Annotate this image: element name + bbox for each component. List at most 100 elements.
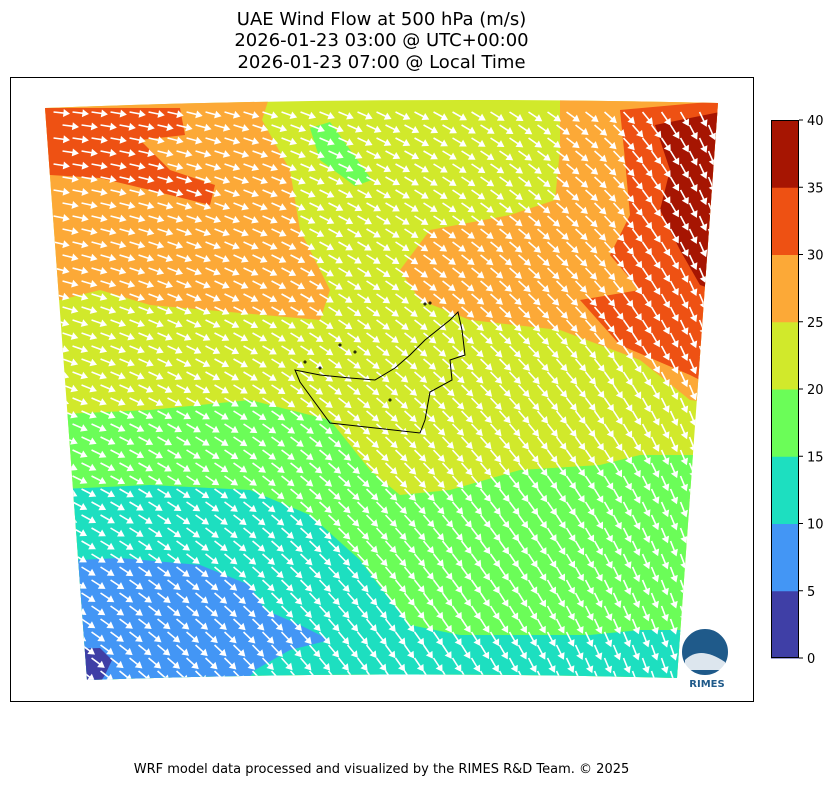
wind-arrow [347, 150, 363, 159]
wind-arrow [299, 579, 313, 592]
wind-arrow [271, 202, 287, 211]
wind-arrow [356, 579, 369, 593]
wind-arrow [91, 579, 106, 589]
wind-arrow [470, 423, 483, 437]
wind-arrow [81, 618, 96, 629]
wind-arrow [366, 332, 380, 343]
wind-arrow [414, 241, 429, 252]
wind-arrow [565, 605, 575, 621]
wind-arrow [413, 527, 426, 541]
wind-arrow [262, 137, 279, 146]
wind-arrow [205, 136, 222, 145]
wind-arrow [451, 657, 462, 673]
wind-arrow [460, 644, 471, 660]
wind-arrow [91, 553, 106, 563]
wind-arrow [299, 553, 313, 566]
wind-arrow [688, 254, 698, 270]
wind-arrow [280, 605, 294, 618]
wind-arrow [356, 553, 369, 567]
wind-arrow [394, 579, 407, 593]
wind-arrow [110, 135, 127, 144]
wind-arrow [546, 605, 556, 621]
wind-arrow [195, 566, 209, 578]
wind-arrow [593, 488, 604, 504]
wind-arrow [527, 501, 539, 516]
wind-arrow [138, 384, 154, 393]
wind-arrow [603, 631, 613, 648]
wind-arrow [471, 215, 485, 226]
wind-arrow [167, 162, 184, 171]
wind-arrow [679, 111, 689, 127]
wind-arrow [243, 449, 258, 460]
wind-arrow [603, 527, 613, 543]
wind-arrow [224, 579, 238, 591]
wind-arrow [422, 566, 434, 580]
wind-arrow [565, 345, 578, 359]
wind-arrow [452, 137, 467, 147]
wind-arrow [574, 566, 584, 582]
wind-arrow [243, 215, 259, 224]
wind-arrow [271, 332, 286, 342]
wind-arrow [328, 332, 343, 343]
wind-arrow [575, 176, 589, 188]
wind-arrow [498, 436, 511, 450]
wind-arrow [138, 644, 152, 656]
wind-arrow [451, 605, 462, 620]
wind-arrow [129, 345, 145, 354]
wind-arrow [72, 397, 88, 406]
wind-arrow [432, 579, 444, 594]
colorbar-tick-label: 15 [807, 450, 824, 465]
wind-arrow [72, 345, 89, 354]
wind-arrow [62, 122, 79, 131]
wind-arrow [214, 306, 230, 315]
wind-arrow [385, 228, 400, 238]
wind-arrow [186, 371, 202, 381]
wind-arrow [62, 514, 78, 524]
wind-arrow [536, 436, 548, 450]
wind-arrow [698, 527, 707, 544]
wind-arrow [271, 410, 286, 421]
wind-arrow [129, 605, 143, 616]
wind-arrow [233, 306, 249, 316]
wind-arrow [622, 449, 632, 465]
wind-arrow [546, 501, 557, 516]
wind-arrow [186, 241, 203, 250]
wind-arrow [100, 306, 117, 314]
wind-arrow [441, 514, 454, 528]
wind-arrow [679, 449, 689, 466]
wind-arrow [119, 227, 136, 236]
wind-arrow [395, 293, 409, 304]
wind-arrow [660, 501, 670, 518]
wind-arrow [290, 280, 306, 290]
wind-arrow [110, 214, 127, 223]
wind-arrow [328, 254, 343, 264]
wind-arrow [470, 553, 482, 568]
wind-arrow [679, 137, 689, 153]
wind-arrow [403, 514, 416, 528]
wind-arrow [53, 657, 68, 668]
wind-arrow [395, 267, 410, 278]
wind-arrow [688, 124, 698, 140]
wind-arrow [414, 137, 430, 147]
wind-arrow [631, 488, 641, 504]
wind-arrow [395, 371, 409, 383]
wind-arrow [604, 111, 617, 124]
wind-arrow [603, 605, 613, 621]
wind-arrow [490, 267, 504, 279]
wind-arrow [271, 384, 286, 395]
wind-arrow [574, 306, 587, 320]
wind-arrow [384, 436, 398, 449]
wind-arrow [251, 592, 265, 605]
wind-arrow [243, 267, 259, 276]
wind-arrow [641, 527, 651, 544]
wind-arrow [717, 293, 718, 310]
wind-arrow [91, 475, 107, 485]
wind-arrow [290, 176, 306, 185]
wind-arrow [394, 527, 407, 541]
wind-arrow [593, 358, 605, 373]
wind-arrow [176, 540, 191, 551]
wind-arrow [224, 137, 241, 145]
wind-arrow [148, 110, 165, 118]
wind-arrow [223, 631, 237, 644]
wind-arrow [375, 657, 387, 672]
